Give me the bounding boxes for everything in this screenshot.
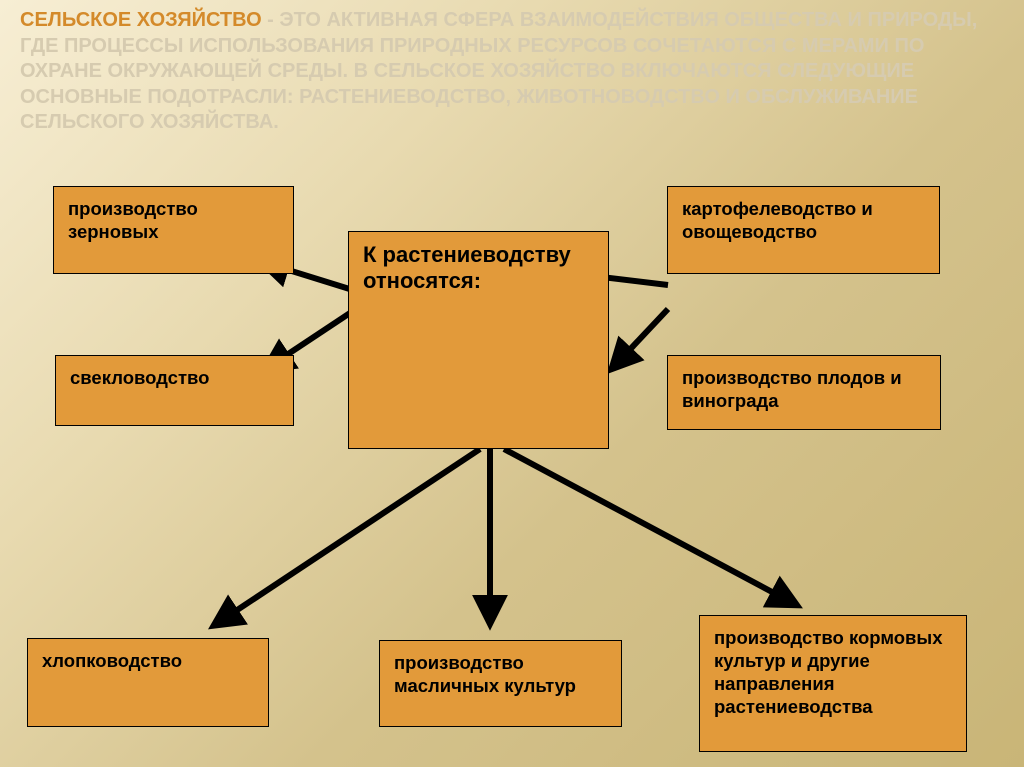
arrow-6 [504, 449, 793, 603]
leaf-label: производство зерновых [68, 198, 198, 242]
header-lead: СЕЛЬСКОЕ ХОЗЯЙСТВО [20, 9, 262, 31]
arrow-4 [217, 449, 480, 623]
header-text: СЕЛЬСКОЕ ХОЗЯЙСТВО - ЭТО АКТИВНАЯ СФЕРА … [20, 8, 1004, 136]
leaf-label: картофелеводство и овощеводство [682, 198, 873, 242]
leaf-node-0: производство зерновых [53, 186, 294, 274]
leaf-label: производство кормовых культур и другие н… [714, 627, 943, 717]
leaf-label: хлопководство [42, 650, 182, 671]
leaf-node-3: производство плодов и винограда [667, 355, 941, 430]
leaf-node-6: производство кормовых культур и другие н… [699, 615, 967, 752]
center-label: К растениеводству относятся: [363, 242, 571, 293]
leaf-node-1: картофелеводство и овощеводство [667, 186, 940, 274]
leaf-label: производство масличных культур [394, 652, 576, 696]
center-node: К растениеводству относятся: [348, 231, 609, 449]
arrow-3 [614, 309, 668, 366]
leaf-label: производство плодов и винограда [682, 367, 902, 411]
leaf-node-5: производство масличных культур [379, 640, 622, 727]
leaf-label: свекловодство [70, 367, 209, 388]
leaf-node-2: свекловодство [55, 355, 294, 426]
leaf-node-4: хлопководство [27, 638, 269, 727]
